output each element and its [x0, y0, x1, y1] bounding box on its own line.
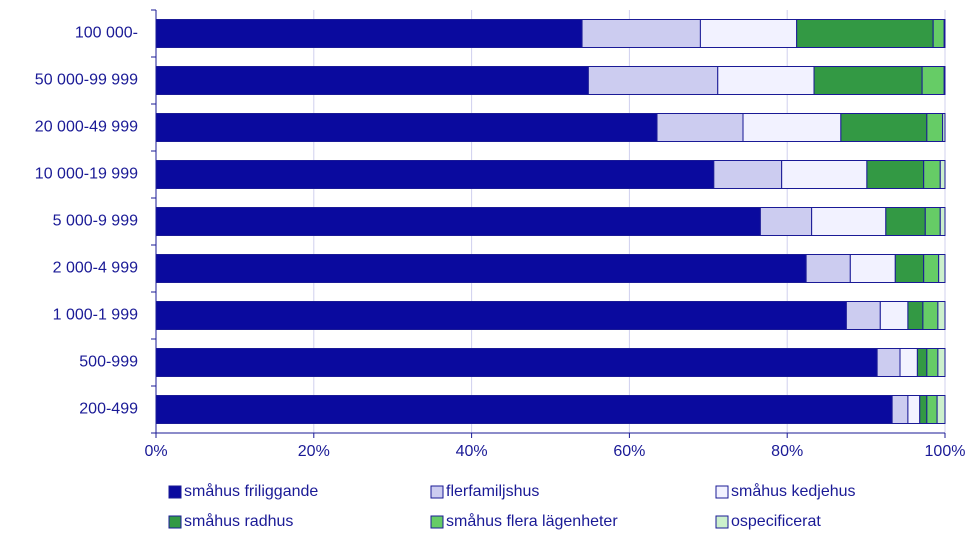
bar-segment: [717, 66, 815, 95]
bar-segment: [936, 395, 946, 424]
bar-segment: [899, 348, 918, 377]
y-tick-label: 100 000-: [75, 25, 138, 42]
bar-segment: [811, 207, 887, 236]
bar-segment: [713, 160, 783, 189]
y-tick-label: 200-499: [79, 401, 138, 418]
bar-segment: [885, 207, 926, 236]
bar-segment: [155, 301, 847, 330]
y-tick-label: 10 000-19 999: [35, 166, 138, 183]
bar-segment: [155, 19, 583, 48]
legend-swatch: [168, 515, 182, 529]
bar-segment: [939, 160, 946, 189]
bar-segment: [840, 113, 928, 142]
bar-segment: [849, 254, 896, 283]
legend-label: småhus radhus: [184, 512, 293, 530]
bar-segment: [922, 301, 939, 330]
y-tick-label: 500-999: [79, 354, 138, 371]
bar-segment: [796, 19, 934, 48]
x-tick-label: 40%: [456, 443, 488, 460]
bar-segment: [926, 395, 938, 424]
bar-segment: [919, 395, 928, 424]
bar-segment: [699, 19, 798, 48]
y-tick-label: 2 000-4 999: [53, 260, 139, 277]
legend-label: flerfamiljshus: [446, 483, 539, 500]
bar-segment: [581, 19, 701, 48]
bar-segment: [937, 348, 946, 377]
bar-segment: [781, 160, 868, 189]
bar-segment: [926, 348, 939, 377]
legend-swatch: [430, 485, 444, 499]
y-tick-label: 50 000-99 999: [35, 72, 138, 89]
bar-segment: [155, 66, 589, 95]
legend-label: ospecificerat: [731, 513, 821, 530]
y-tick-label: 20 000-49 999: [35, 119, 138, 136]
bar-segment: [907, 395, 921, 424]
bar-segment: [921, 66, 945, 95]
bar-segment: [805, 254, 851, 283]
bar-segment: [876, 348, 901, 377]
bar-segment: [932, 19, 945, 48]
bar-segment: [923, 254, 940, 283]
bar-segment: [943, 66, 946, 95]
bar-segment: [943, 19, 946, 48]
y-tick-label: 5 000-9 999: [53, 213, 139, 230]
bar-segment: [759, 207, 813, 236]
legend-swatch: [430, 515, 444, 529]
bar-segment: [907, 301, 924, 330]
bar-segment: [155, 348, 878, 377]
x-tick-label: 60%: [613, 443, 645, 460]
x-tick-label: 20%: [298, 443, 330, 460]
bar-segment: [924, 207, 941, 236]
bar-segment: [926, 113, 944, 142]
bar-segment: [939, 207, 946, 236]
bar-segment: [937, 301, 946, 330]
bar-segment: [155, 113, 658, 142]
bar-segment: [742, 113, 842, 142]
bar-segment: [879, 301, 909, 330]
y-tick-label: 1 000-1 999: [53, 307, 139, 324]
bar-segment: [866, 160, 925, 189]
legend-swatch: [715, 515, 729, 529]
x-tick-label: 100%: [925, 443, 966, 460]
bar-segment: [942, 113, 946, 142]
legend-label: småhus flera lägenheter: [446, 512, 618, 530]
x-tick-label: 80%: [771, 443, 803, 460]
x-tick-label: 0%: [144, 443, 167, 460]
bar-segment: [155, 160, 715, 189]
bar-segment: [938, 254, 946, 283]
bar-segment: [155, 254, 807, 283]
legend-label: småhus friliggande: [184, 482, 318, 500]
legend-label: småhus kedjehus: [731, 482, 856, 500]
bar-segment: [813, 66, 923, 95]
bar-segment: [155, 207, 761, 236]
bar-segment: [923, 160, 941, 189]
bar-segment: [587, 66, 719, 95]
bar-segment: [845, 301, 881, 330]
legend-swatch: [168, 485, 182, 499]
bar-segment: [155, 395, 893, 424]
bar-segment: [891, 395, 909, 424]
legend-swatch: [715, 485, 729, 499]
bar-segment: [916, 348, 928, 377]
bar-segment: [894, 254, 925, 283]
bar-segment: [656, 113, 744, 142]
